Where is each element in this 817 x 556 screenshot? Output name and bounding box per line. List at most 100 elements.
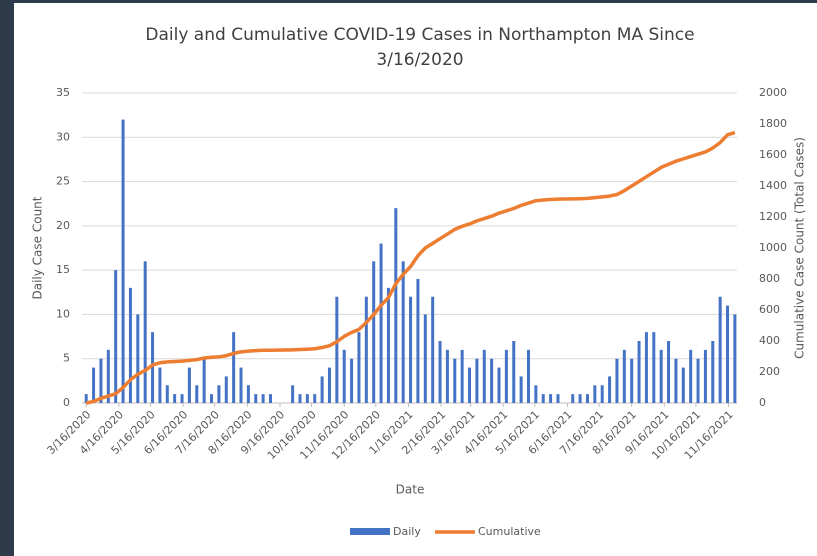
bar [593, 385, 597, 403]
bar [305, 394, 309, 403]
bar [431, 296, 435, 403]
bar [453, 358, 457, 403]
bar [512, 341, 516, 403]
bar [696, 358, 700, 403]
y2-tick-label: 1400 [759, 179, 787, 192]
y-tick-label: 25 [56, 175, 70, 188]
bar [416, 279, 420, 403]
legend-label: Daily [393, 525, 421, 538]
legend-label: Cumulative [478, 525, 541, 538]
bar [128, 287, 132, 403]
bar [526, 349, 530, 403]
bar [202, 358, 206, 403]
y2-axis-title: Cumulative Case Count (Total Cases) [793, 137, 807, 359]
bar [659, 349, 663, 403]
bar [541, 394, 545, 403]
bar [92, 367, 96, 403]
bar [335, 296, 339, 403]
bar [711, 341, 715, 403]
bar [143, 261, 147, 403]
bar [497, 367, 501, 403]
bar [224, 376, 228, 403]
bar [173, 394, 177, 403]
bar [482, 349, 486, 403]
x-axis-title: Date [396, 483, 425, 497]
bar [364, 296, 368, 403]
bar [158, 367, 162, 403]
y-tick-label: 5 [63, 352, 70, 365]
y2-tick-label: 0 [759, 396, 766, 409]
chart-title: 3/16/2020 [376, 50, 463, 70]
chart-background [14, 3, 817, 556]
bar [401, 261, 405, 403]
bar [386, 287, 390, 403]
bar [637, 341, 641, 403]
line [85, 130, 736, 405]
y2-tick-label: 1000 [759, 241, 787, 254]
bar [622, 349, 626, 403]
y2-tick-label: 400 [759, 334, 780, 347]
bar [195, 385, 199, 403]
bar [394, 208, 398, 403]
y2-tick-label: 2000 [759, 86, 787, 99]
bar [357, 332, 361, 403]
bar [165, 385, 169, 403]
bar [261, 394, 265, 403]
bar [703, 349, 707, 403]
y2-tick-label: 1600 [759, 148, 787, 161]
bar [187, 367, 191, 403]
bar [114, 270, 118, 403]
bar [615, 358, 619, 403]
bar [342, 349, 346, 403]
bar [423, 314, 427, 403]
bar [268, 394, 272, 403]
bar [475, 358, 479, 403]
bar [136, 314, 140, 403]
bar [313, 394, 317, 403]
bar [667, 341, 671, 403]
y2-tick-label: 800 [759, 272, 780, 285]
bar [445, 349, 449, 403]
bar [106, 349, 110, 403]
bar [600, 385, 604, 403]
bar [217, 385, 221, 403]
bar [254, 394, 258, 403]
bar [644, 332, 648, 403]
y-tick-label: 15 [56, 263, 70, 276]
bar [504, 349, 508, 403]
bar [151, 332, 155, 403]
legend-swatch [350, 528, 390, 535]
bar [320, 376, 324, 403]
bar [608, 376, 612, 403]
bar [652, 332, 656, 403]
bar [409, 296, 413, 403]
bar [239, 367, 243, 403]
y-tick-label: 35 [56, 86, 70, 99]
y2-tick-label: 600 [759, 303, 780, 316]
bar [350, 358, 354, 403]
bar [519, 376, 523, 403]
bar [585, 394, 589, 403]
bar [726, 305, 730, 403]
bar [689, 349, 693, 403]
bar [556, 394, 560, 403]
bar [372, 261, 376, 403]
y-axis-title: Daily Case Count [31, 196, 45, 299]
bar [460, 349, 464, 403]
bar [291, 385, 295, 403]
bar [578, 394, 582, 403]
y-tick-label: 30 [56, 130, 70, 143]
bar [490, 358, 494, 403]
bar [534, 385, 538, 403]
bar [674, 358, 678, 403]
bar [549, 394, 553, 403]
y-tick-label: 0 [63, 396, 70, 409]
bar [630, 358, 634, 403]
bar [468, 367, 472, 403]
bar [121, 119, 125, 404]
y2-tick-label: 200 [759, 365, 780, 378]
bar [84, 394, 88, 403]
bar [379, 243, 383, 403]
bar [232, 332, 236, 403]
